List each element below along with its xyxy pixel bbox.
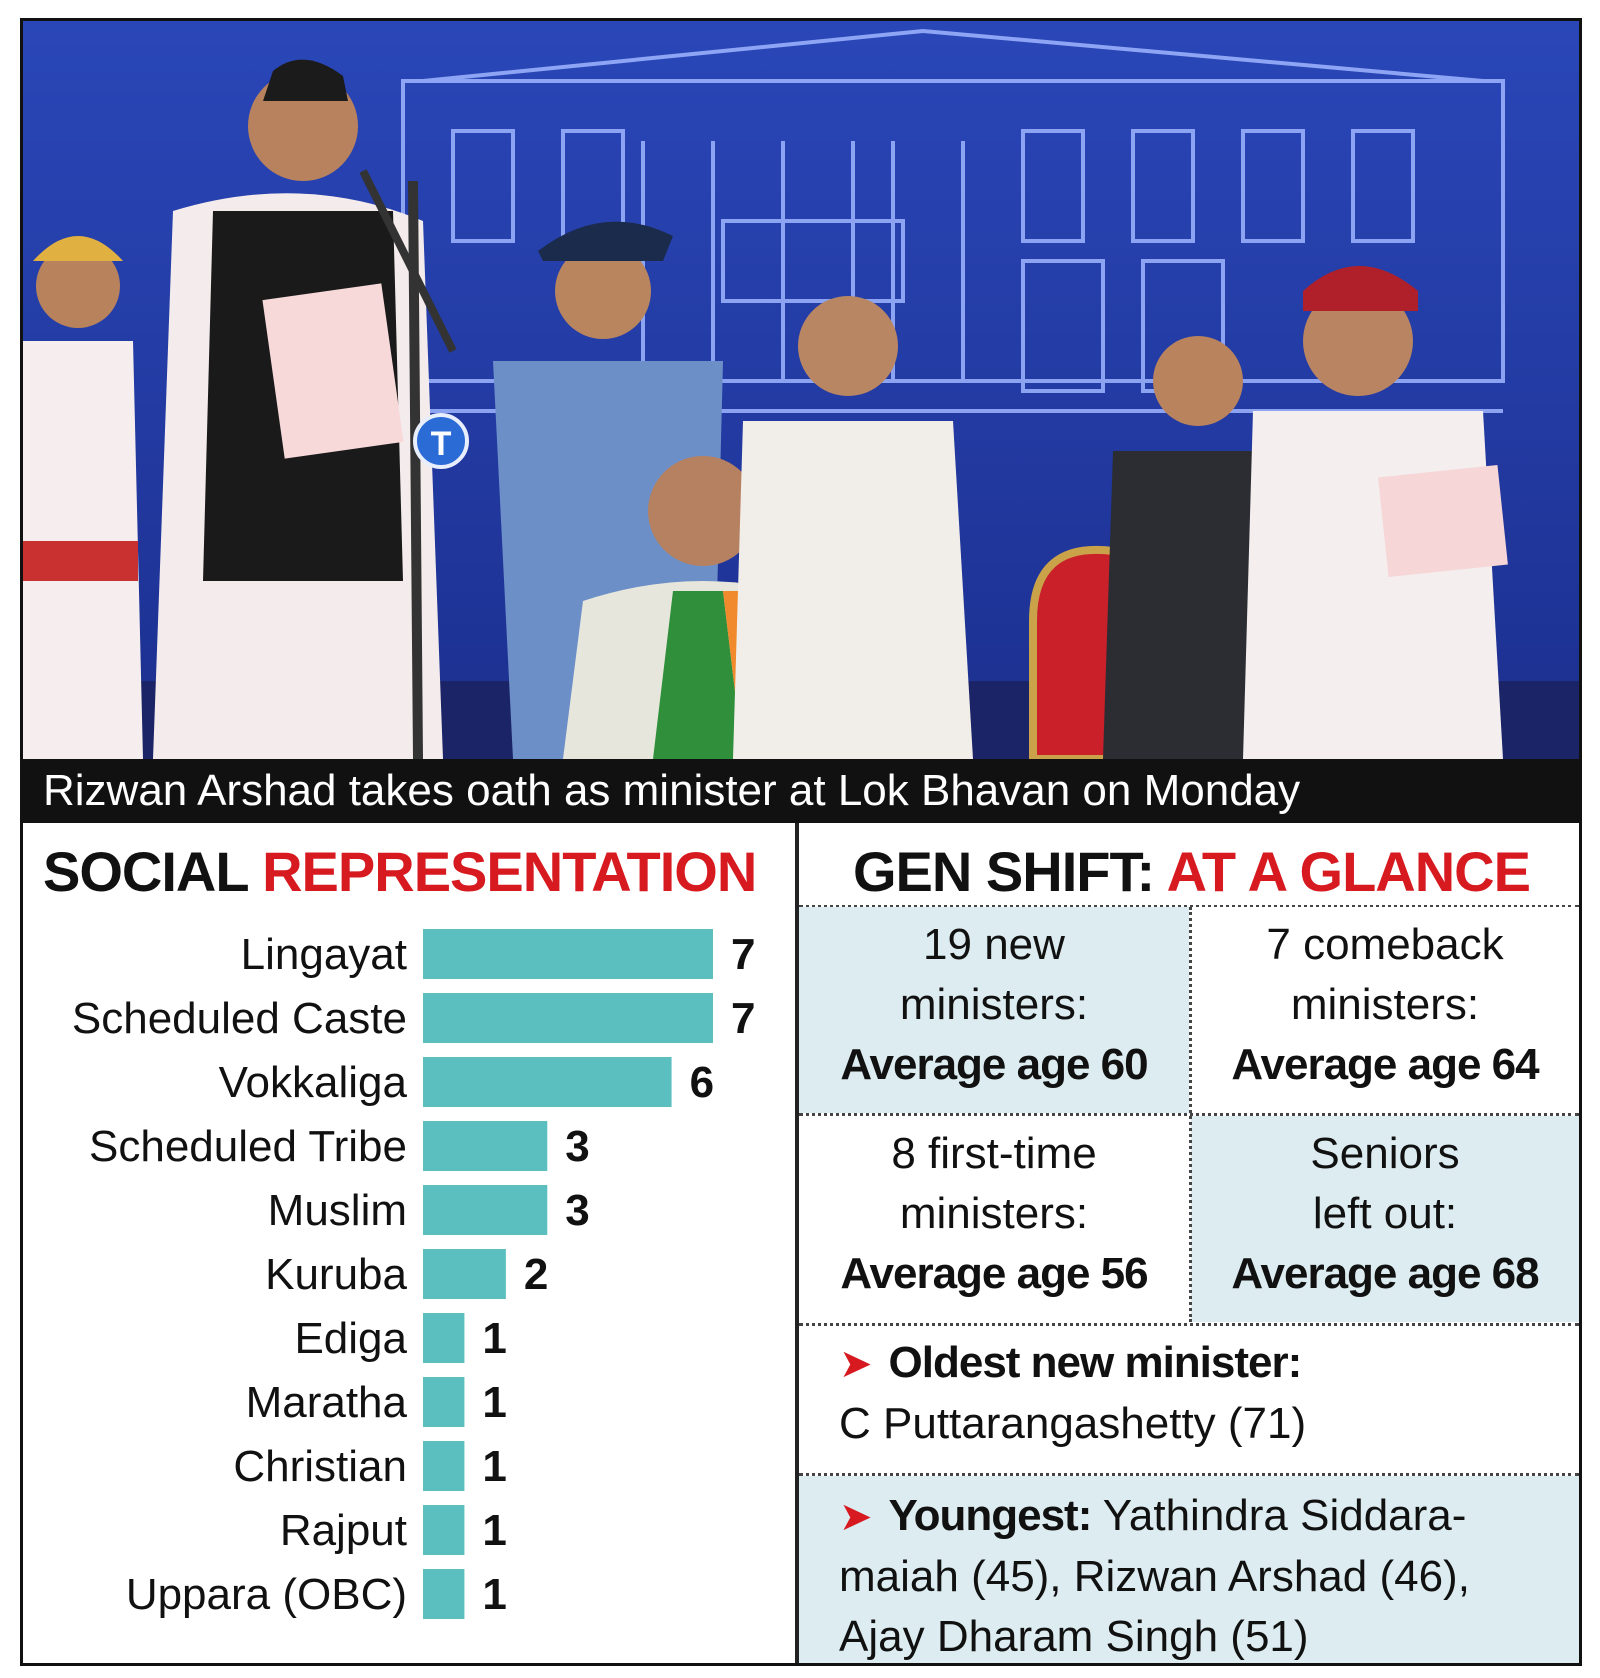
youngest-label: Youngest: bbox=[888, 1491, 1093, 1540]
social-representation-bar-chart: Lingayat 7 Scheduled Caste 7 Vokkaliga 6 Sched… bbox=[72, 929, 755, 1619]
first-time-age: Average age 56 bbox=[840, 1249, 1148, 1298]
column-divider bbox=[795, 823, 799, 1663]
bar-value-label: 2 bbox=[524, 1250, 548, 1299]
bar bbox=[423, 1377, 465, 1427]
divider-bottom-boxes bbox=[799, 1323, 1579, 1326]
bar bbox=[423, 1505, 465, 1555]
bar bbox=[423, 1313, 465, 1363]
bar-value-label: 3 bbox=[565, 1186, 589, 1235]
bar-value-label: 7 bbox=[731, 994, 755, 1043]
bar bbox=[423, 1441, 465, 1491]
category-label: Rajput bbox=[280, 1506, 407, 1555]
category-label: Ediga bbox=[294, 1314, 407, 1363]
new-ministers-line2: ministers: bbox=[899, 980, 1089, 1029]
comeback-ministers-line2: ministers: bbox=[1290, 980, 1480, 1029]
bar bbox=[423, 1569, 465, 1619]
social-title-red: REPRESENTATION bbox=[262, 840, 757, 903]
category-label: Muslim bbox=[268, 1186, 407, 1235]
first-time-line2: ministers: bbox=[899, 1189, 1089, 1238]
category-label: Vokkaliga bbox=[219, 1058, 408, 1107]
oldest-minister-fact: ➤ Oldest new minister: C Puttarangashetty… bbox=[799, 1333, 1579, 1471]
bar bbox=[423, 993, 713, 1043]
bar-value-label: 1 bbox=[482, 1378, 506, 1427]
seniors-left-out-box: Seniors left out: Average age 68 bbox=[1191, 1116, 1579, 1322]
bar-value-label: 3 bbox=[565, 1122, 589, 1171]
arrow-icon: ➤ bbox=[839, 1342, 873, 1386]
social-title-black: SOCIAL bbox=[43, 840, 249, 903]
oath-ceremony-photo: T bbox=[23, 21, 1579, 759]
gen-shift-title-red: AT A GLANCE bbox=[1166, 840, 1531, 903]
new-ministers-box: 19 new ministers: Average age 60 bbox=[799, 907, 1189, 1113]
gen-shift-title: GEN SHIFT: AT A GLANCE bbox=[853, 839, 1531, 904]
bar-value-label: 1 bbox=[482, 1442, 506, 1491]
category-label: Scheduled Caste bbox=[72, 994, 407, 1043]
bar-value-label: 1 bbox=[482, 1570, 506, 1619]
divider-facts bbox=[799, 1473, 1579, 1476]
divider-vertical bbox=[1189, 907, 1192, 1322]
bar bbox=[423, 1185, 548, 1235]
emblem-letter: T bbox=[431, 425, 452, 463]
category-label: Kuruba bbox=[265, 1250, 407, 1299]
category-label: Christian bbox=[233, 1442, 407, 1491]
bar-value-label: 1 bbox=[482, 1314, 506, 1363]
comeback-ministers-line1: 7 comeback bbox=[1266, 920, 1504, 969]
bar-value-label: 1 bbox=[482, 1506, 506, 1555]
bar-value-label: 6 bbox=[690, 1058, 714, 1107]
category-label: Scheduled Tribe bbox=[89, 1122, 407, 1171]
divider-top bbox=[799, 905, 1579, 908]
category-label: Uppara (OBC) bbox=[126, 1570, 407, 1619]
gen-shift-title-black: GEN SHIFT: bbox=[853, 840, 1155, 903]
oldest-name: C Puttarangashetty (71) bbox=[839, 1399, 1307, 1448]
caption-bar: Rizwan Arshad takes oath as minister at … bbox=[23, 759, 1579, 823]
photo-caption: Rizwan Arshad takes oath as minister at … bbox=[43, 766, 1301, 815]
arrow-icon: ➤ bbox=[839, 1495, 873, 1539]
youngest-text1: Yathindra Siddara- bbox=[1102, 1491, 1467, 1540]
comeback-ministers-age: Average age 64 bbox=[1231, 1040, 1539, 1089]
youngest-text2: maiah (45), Rizwan Arshad (46), bbox=[839, 1552, 1470, 1601]
first-time-ministers-box: 8 first-time ministers: Average age 56 bbox=[799, 1116, 1189, 1322]
comeback-ministers-box: 7 comeback ministers: Average age 64 bbox=[1191, 907, 1579, 1113]
youngest-minister-fact: ➤ Youngest: Yathindra Siddara- maiah (45)… bbox=[799, 1476, 1579, 1663]
new-ministers-line1: 19 new bbox=[923, 920, 1065, 969]
bar bbox=[423, 929, 713, 979]
bar-value-label: 7 bbox=[731, 930, 755, 979]
bar bbox=[423, 1249, 506, 1299]
oldest-label: Oldest new minister: bbox=[888, 1338, 1303, 1387]
seniors-line1: Seniors bbox=[1310, 1129, 1460, 1178]
seniors-line2: left out: bbox=[1312, 1189, 1458, 1238]
new-ministers-age: Average age 60 bbox=[840, 1040, 1148, 1089]
first-time-line1: 8 first-time bbox=[891, 1129, 1097, 1178]
bar bbox=[423, 1057, 672, 1107]
category-label: Lingayat bbox=[241, 930, 407, 979]
photo-illustration: T bbox=[23, 21, 1579, 759]
bar bbox=[423, 1121, 548, 1171]
seniors-age: Average age 68 bbox=[1231, 1249, 1539, 1298]
social-representation-title: SOCIAL REPRESENTATION bbox=[43, 839, 757, 904]
category-label: Maratha bbox=[246, 1378, 408, 1427]
youngest-text3: Ajay Dharam Singh (51) bbox=[839, 1612, 1309, 1661]
infographic-frame: T Rizwan Arshad takes oath as minister a… bbox=[20, 18, 1582, 1666]
